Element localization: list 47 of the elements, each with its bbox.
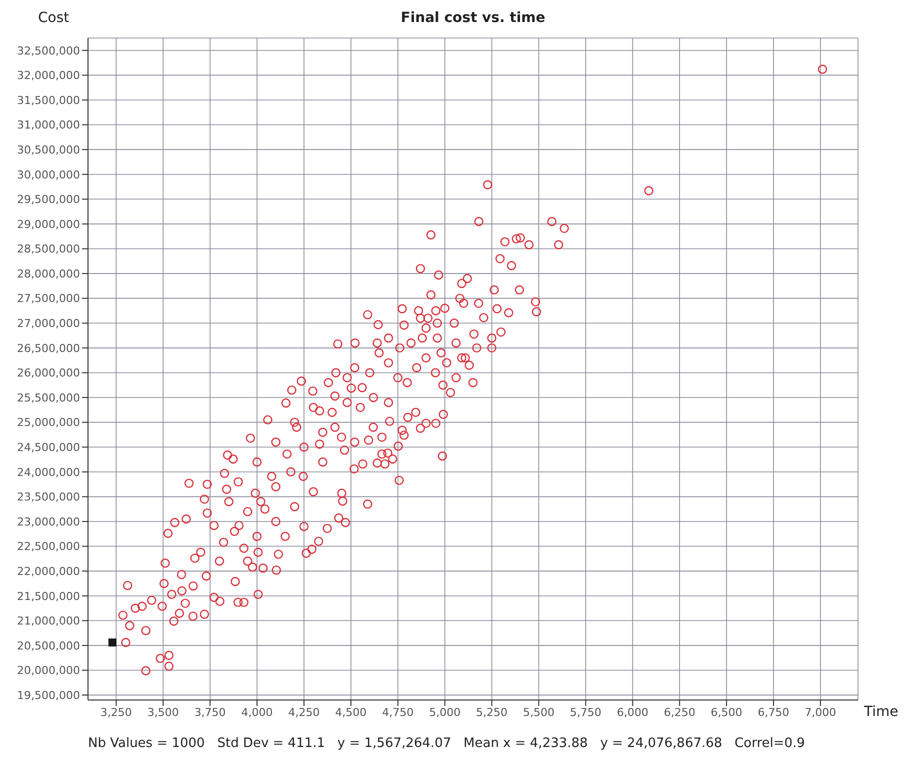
y-tick-label: 26,500,000 bbox=[17, 342, 80, 355]
y-tick-label: 25,000,000 bbox=[17, 416, 80, 430]
x-tick-label: 7,000 bbox=[804, 706, 836, 719]
x-tick-label: 3,250 bbox=[100, 706, 132, 719]
y-tick-label: 27,500,000 bbox=[17, 292, 80, 306]
x-tick-label: 5,500 bbox=[522, 706, 554, 719]
x-tick-label: 4,750 bbox=[382, 706, 414, 719]
x-tick-label: 6,750 bbox=[758, 706, 790, 719]
chart-title: Final cost vs. time bbox=[400, 10, 546, 26]
x-tick-label: 5,250 bbox=[476, 706, 508, 719]
y-tick-label: 23,000,000 bbox=[17, 515, 80, 528]
y-tick-label: 25,500,000 bbox=[17, 391, 80, 404]
x-tick-label: 4,250 bbox=[288, 706, 320, 719]
y-tick-label: 30,000,000 bbox=[17, 168, 80, 182]
y-tick-label: 29,500,000 bbox=[17, 193, 80, 206]
y-tick-label: 21,000,000 bbox=[17, 614, 80, 628]
x-axis-title: Time bbox=[864, 704, 898, 720]
y-tick-label: 24,500,000 bbox=[17, 441, 80, 454]
y-tick-label: 24,000,000 bbox=[17, 466, 80, 479]
y-tick-label: 21,500,000 bbox=[17, 590, 80, 603]
y-tick-label: 29,000,000 bbox=[17, 218, 80, 231]
y-tick-label: 26,000,000 bbox=[17, 366, 80, 380]
x-tick-label: 6,250 bbox=[664, 706, 696, 719]
y-axis-title: Cost bbox=[38, 10, 70, 26]
y-tick-label: 28,000,000 bbox=[17, 267, 80, 280]
x-tick-label: 4,000 bbox=[241, 706, 273, 719]
y-tick-label: 20,500,000 bbox=[17, 639, 80, 652]
y-tick-label: 27,000,000 bbox=[17, 317, 80, 330]
y-tick-label: 31,000,000 bbox=[17, 118, 80, 132]
y-tick-label: 31,500,000 bbox=[17, 94, 80, 107]
y-tick-label: 22,000,000 bbox=[17, 564, 80, 578]
y-tick-label: 28,500,000 bbox=[17, 242, 80, 256]
y-tick-label: 30,500,000 bbox=[17, 143, 80, 156]
x-tick-label: 6,000 bbox=[616, 706, 648, 719]
y-tick-label: 23,500,000 bbox=[17, 490, 80, 504]
x-tick-label: 4,500 bbox=[335, 706, 367, 719]
y-tick-label: 22,500,000 bbox=[17, 540, 80, 554]
x-tick-label: 3,500 bbox=[147, 706, 179, 719]
text: Nb Values = 1000 Std Dev = 411.1 y = 1,567,264.07 Mean x = 4,233.88 y = 24,076,867.68 Correl=0.9 bbox=[88, 736, 806, 751]
y-tick-label: 32,500,000 bbox=[17, 44, 80, 58]
y-tick-label: 20,000,000 bbox=[17, 664, 80, 678]
x-tick-label: 6,500 bbox=[710, 706, 742, 719]
y-tick-label: 19,500,000 bbox=[17, 688, 80, 702]
x-tick-label: 5,000 bbox=[429, 706, 461, 719]
y-tick-label: 32,000,000 bbox=[17, 69, 80, 82]
x-tick-label: 3,750 bbox=[194, 706, 226, 719]
x-tick-label: 5,750 bbox=[570, 706, 602, 719]
